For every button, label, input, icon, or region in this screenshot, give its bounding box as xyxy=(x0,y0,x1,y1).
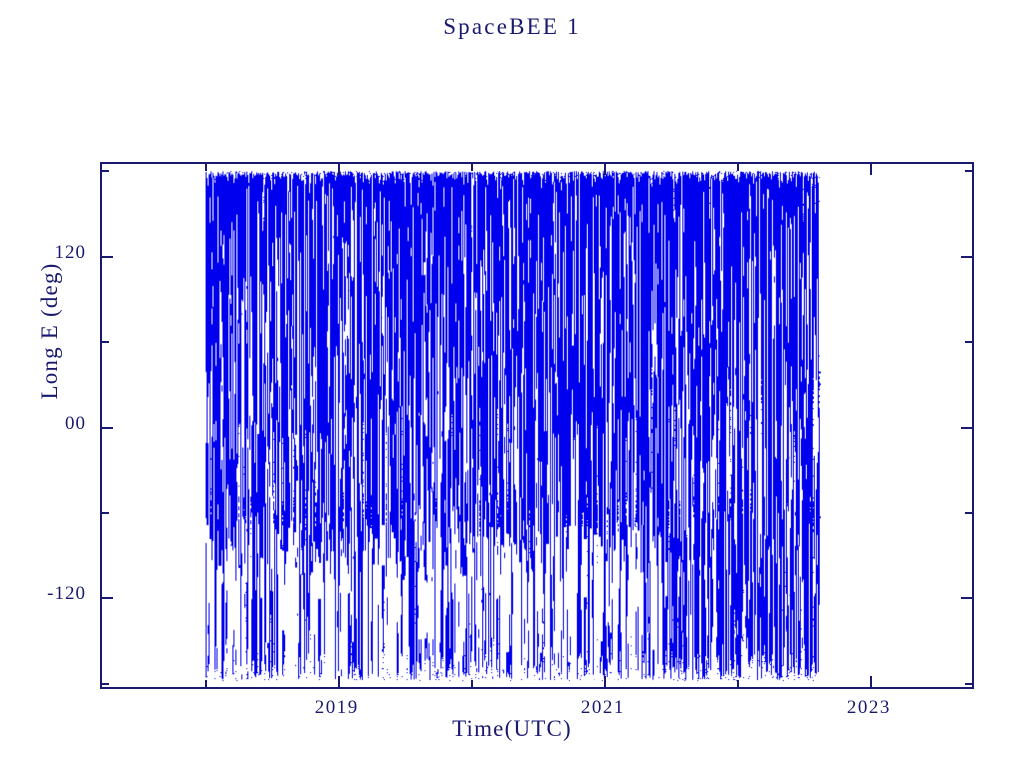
y-major-tick xyxy=(102,426,113,429)
y-minor-tick-right xyxy=(965,682,972,685)
x-tick-label: 2019 xyxy=(314,697,359,718)
plot-area xyxy=(100,162,974,689)
chart-title: SpaceBEE 1 xyxy=(443,14,581,39)
y-minor-tick xyxy=(102,511,109,514)
x-major-tick-top xyxy=(603,164,606,175)
x-major-tick-top xyxy=(869,164,872,175)
x-tick-label: 2023 xyxy=(846,697,891,718)
y-minor-tick xyxy=(102,682,109,685)
x-major-tick xyxy=(337,676,340,687)
y-major-tick xyxy=(102,597,113,600)
x-major-tick-top xyxy=(337,164,340,175)
y-axis-title: Long E (deg) xyxy=(37,262,62,400)
x-major-tick xyxy=(869,676,872,687)
y-major-tick xyxy=(102,255,113,258)
y-minor-tick-right xyxy=(965,341,972,344)
x-tick-label: 2021 xyxy=(580,697,625,718)
y-minor-tick-right xyxy=(965,511,972,514)
y-minor-tick-right xyxy=(965,170,972,173)
x-minor-tick-top xyxy=(204,164,207,171)
y-tick-label: 00 xyxy=(65,412,86,434)
x-minor-tick xyxy=(470,680,473,687)
y-tick-label: 120 xyxy=(54,241,86,263)
y-minor-tick xyxy=(102,170,109,173)
y-major-tick-right xyxy=(961,597,972,600)
y-major-tick-right xyxy=(961,255,972,258)
x-minor-tick xyxy=(204,680,207,687)
y-major-tick-right xyxy=(961,426,972,429)
x-major-tick xyxy=(603,676,606,687)
data-series-canvas xyxy=(102,164,972,687)
x-minor-tick-top xyxy=(736,164,739,171)
y-tick-label: -120 xyxy=(47,583,86,605)
x-minor-tick-top xyxy=(470,164,473,171)
x-minor-tick xyxy=(736,680,739,687)
x-axis-title: Time(UTC) xyxy=(452,716,572,741)
y-minor-tick xyxy=(102,341,109,344)
